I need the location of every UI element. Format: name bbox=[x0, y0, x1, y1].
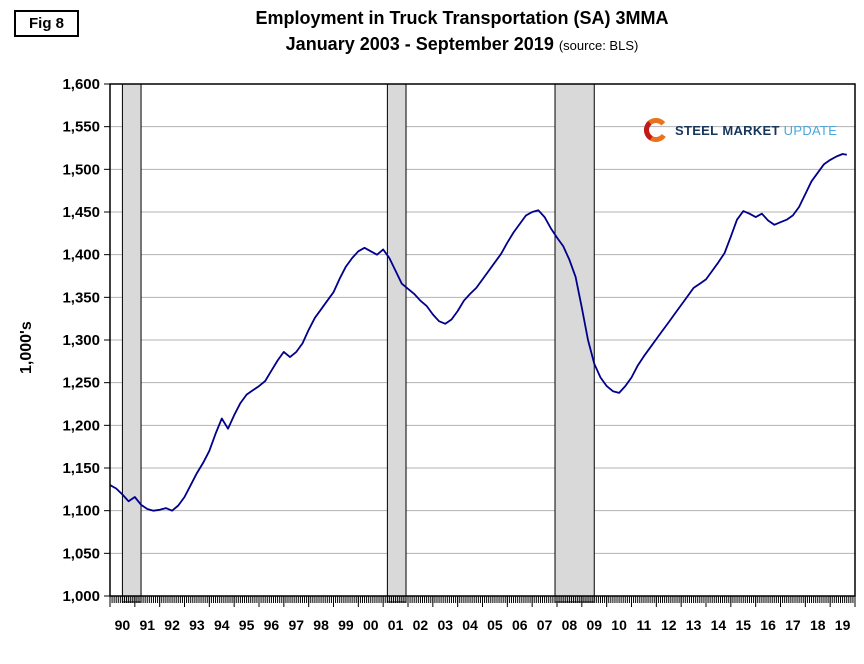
y-tick-label: 1,100 bbox=[62, 503, 100, 520]
x-tick-label: 05 bbox=[487, 617, 503, 633]
x-tick-label: 00 bbox=[363, 617, 379, 633]
chart-title: Employment in Truck Transportation (SA) … bbox=[255, 8, 669, 28]
smu-logo-word-market: MARKET bbox=[722, 122, 780, 138]
y-tick-label: 1,150 bbox=[62, 460, 100, 477]
x-tick-label: 19 bbox=[835, 617, 851, 633]
x-tick-label: 94 bbox=[214, 617, 230, 633]
y-tick-label: 1,550 bbox=[62, 119, 100, 136]
x-tick-label: 92 bbox=[164, 617, 180, 633]
x-tick-label: 07 bbox=[537, 617, 553, 633]
x-tick-label: 18 bbox=[810, 617, 826, 633]
chart-subtitle: January 2003 - September 2019 (source: B… bbox=[70, 34, 854, 55]
x-tick-label: 02 bbox=[413, 617, 429, 633]
x-tick-label: 06 bbox=[512, 617, 528, 633]
x-tick-label: 14 bbox=[711, 617, 727, 633]
x-tick-label: 01 bbox=[388, 617, 404, 633]
recession-band bbox=[554, 83, 595, 603]
y-tick-label: 1,500 bbox=[62, 161, 100, 178]
y-tick-label: 1,400 bbox=[62, 247, 100, 264]
y-tick-label: 1,050 bbox=[62, 545, 100, 562]
x-tick-label: 15 bbox=[735, 617, 751, 633]
x-tick-label: 03 bbox=[437, 617, 453, 633]
x-tick-label: 93 bbox=[189, 617, 205, 633]
x-tick-label: 17 bbox=[785, 617, 801, 633]
x-tick-label: 04 bbox=[462, 617, 478, 633]
smu-logo-text: STEEL MARKET UPDATE bbox=[675, 123, 837, 138]
y-tick-label: 1,450 bbox=[62, 204, 100, 221]
x-tick-label: 16 bbox=[760, 617, 776, 633]
smu-logo-word-update: UPDATE bbox=[783, 122, 838, 138]
x-tick-label: 91 bbox=[139, 617, 155, 633]
smu-logo-word-steel: STEEL bbox=[675, 122, 719, 138]
y-tick-label: 1,000 bbox=[62, 588, 100, 605]
smu-logo-ring-icon bbox=[644, 118, 668, 142]
y-tick-label: 1,200 bbox=[62, 417, 100, 434]
y-tick-label: 1,250 bbox=[62, 375, 100, 392]
recession-band bbox=[121, 83, 142, 603]
x-tick-label: 90 bbox=[115, 617, 131, 633]
x-tick-label: 08 bbox=[562, 617, 578, 633]
x-tick-label: 97 bbox=[288, 617, 304, 633]
figure-label: Fig 8 bbox=[14, 10, 80, 37]
source-label: (source: BLS) bbox=[558, 38, 639, 53]
x-tick-label: 96 bbox=[264, 617, 280, 633]
y-tick-label: 1,600 bbox=[62, 76, 100, 93]
subtitle-daterange: January 2003 - September 2019 bbox=[285, 34, 554, 54]
smu-logo: STEEL MARKET UPDATE bbox=[642, 116, 837, 144]
y-axis-label: 1,000's bbox=[18, 321, 35, 374]
x-tick-label: 99 bbox=[338, 617, 354, 633]
y-tick-label: 1,350 bbox=[62, 289, 100, 306]
x-tick-label: 95 bbox=[239, 617, 255, 633]
x-tick-label: 11 bbox=[637, 617, 652, 633]
x-tick-label: 09 bbox=[586, 617, 602, 633]
x-tick-label: 13 bbox=[686, 617, 702, 633]
x-tick-label: 12 bbox=[661, 617, 677, 633]
plot-border bbox=[109, 83, 856, 597]
x-tick-label: 10 bbox=[611, 617, 627, 633]
employment-series-line bbox=[109, 153, 847, 512]
recession-band bbox=[386, 83, 407, 603]
y-tick-label: 1,300 bbox=[62, 332, 100, 349]
x-tick-label: 98 bbox=[313, 617, 329, 633]
